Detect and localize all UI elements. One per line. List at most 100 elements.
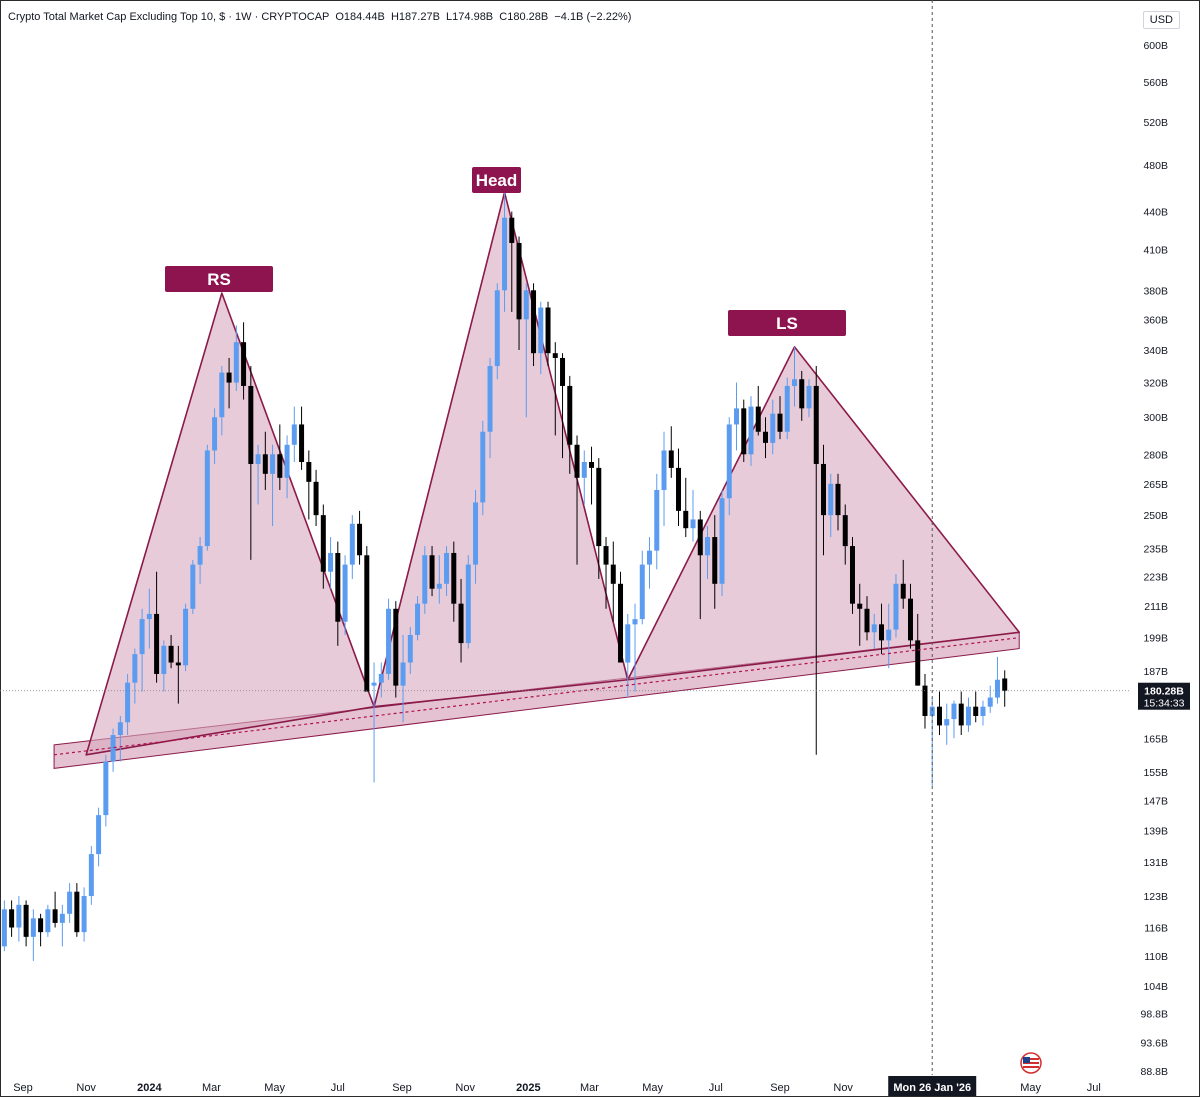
candle xyxy=(654,473,660,570)
candle-body xyxy=(270,454,276,474)
candle-body xyxy=(523,290,529,320)
candle xyxy=(407,626,413,674)
candle-body xyxy=(973,706,979,716)
candle-body xyxy=(632,619,638,625)
x-tick-label: Nov xyxy=(455,1082,475,1094)
candle xyxy=(299,406,305,470)
candle-body xyxy=(255,454,261,464)
candle xyxy=(393,601,399,698)
candle xyxy=(784,377,790,440)
candle-body xyxy=(168,645,174,663)
candle xyxy=(763,417,769,459)
candle-body xyxy=(763,431,769,443)
candle xyxy=(23,900,29,947)
candle-body xyxy=(371,682,377,686)
currency-button[interactable]: USD xyxy=(1142,11,1180,29)
candle xyxy=(154,571,160,683)
candle-body xyxy=(668,450,674,468)
x-tick-label: Mar xyxy=(580,1082,599,1094)
y-tick-label: 600B xyxy=(1143,40,1168,52)
candle-body xyxy=(175,662,181,666)
x-tick-label: May xyxy=(264,1082,285,1094)
candle-body xyxy=(813,385,819,464)
candle xyxy=(67,883,73,923)
y-tick-label: 110B xyxy=(1144,951,1168,963)
candle-body xyxy=(349,523,355,565)
candle-body xyxy=(965,706,971,726)
candle xyxy=(284,435,290,499)
candle xyxy=(523,283,529,418)
candle-body xyxy=(748,406,754,455)
x-tick-label: Jul xyxy=(1087,1082,1101,1094)
candle-body xyxy=(277,454,283,478)
us-flag-icon[interactable] xyxy=(1018,1052,1044,1074)
candle xyxy=(987,685,993,713)
candle-body xyxy=(936,706,942,726)
candle-body xyxy=(81,896,87,933)
countdown-timer: 15:34:33 xyxy=(1144,698,1185,710)
candle xyxy=(313,469,319,526)
candle xyxy=(791,346,797,407)
candle-body xyxy=(502,217,508,291)
candle xyxy=(103,754,109,827)
last-price-value: 180.28B xyxy=(1144,686,1184,698)
last-price-tag-bg xyxy=(1138,682,1190,710)
candle-body xyxy=(531,290,537,354)
candle-body xyxy=(1002,678,1008,691)
x-tick-label: Mar xyxy=(202,1082,221,1094)
candle xyxy=(117,715,123,762)
time-axis[interactable]: Sep Nov 2024 Mar May Jul Sep Nov 2025 Mar May Jul Se… xyxy=(13,1076,1101,1096)
candle xyxy=(799,370,805,421)
y-tick-label: 88.8B xyxy=(1141,1066,1168,1078)
candle-body xyxy=(226,372,232,383)
candle xyxy=(52,891,58,928)
candle xyxy=(197,537,203,584)
price-axis[interactable]: 600B 560B 520B 480B 440B 410B 380B 360B 340B 320B… xyxy=(1138,40,1190,1078)
candle xyxy=(509,211,515,312)
candle-body xyxy=(545,307,551,354)
candle xyxy=(487,357,493,459)
candle-body xyxy=(183,608,189,666)
candle xyxy=(567,375,573,474)
candle-body xyxy=(480,431,486,503)
candle xyxy=(661,431,667,526)
candle-body xyxy=(23,904,29,937)
candle xyxy=(328,537,334,589)
candle-body xyxy=(639,564,645,620)
candle-body xyxy=(734,408,740,425)
y-tick-label: 265B xyxy=(1143,479,1168,491)
candle-body xyxy=(52,909,58,923)
candle xyxy=(734,382,740,451)
candle-body xyxy=(538,307,544,354)
candle xyxy=(444,546,450,597)
candle xyxy=(676,448,682,526)
candle-body xyxy=(465,564,471,644)
candle xyxy=(132,648,138,704)
candle-body xyxy=(886,629,892,641)
candle-body xyxy=(980,706,986,716)
candle xyxy=(219,366,225,436)
candle-body xyxy=(16,904,22,928)
candle xyxy=(668,426,674,478)
candle-body xyxy=(59,913,65,923)
candle xyxy=(516,236,522,351)
candle xyxy=(422,546,428,614)
y-tick-label: 520B xyxy=(1143,117,1168,129)
candle xyxy=(74,883,80,937)
candle-body xyxy=(125,682,131,723)
x-tick-label: Jul xyxy=(709,1082,723,1094)
candle-body xyxy=(857,603,863,609)
y-tick-label: 131B xyxy=(1143,857,1168,869)
candle-body xyxy=(415,603,421,635)
x-tick-label: Sep xyxy=(392,1082,412,1094)
candle xyxy=(335,541,341,646)
candle xyxy=(777,396,783,440)
candle-body xyxy=(335,552,341,622)
rs-label-text: RS xyxy=(207,270,231,289)
x-tick-label: Nov xyxy=(76,1082,96,1094)
candle xyxy=(270,444,276,526)
candle-body xyxy=(393,608,399,686)
candle xyxy=(980,700,986,726)
